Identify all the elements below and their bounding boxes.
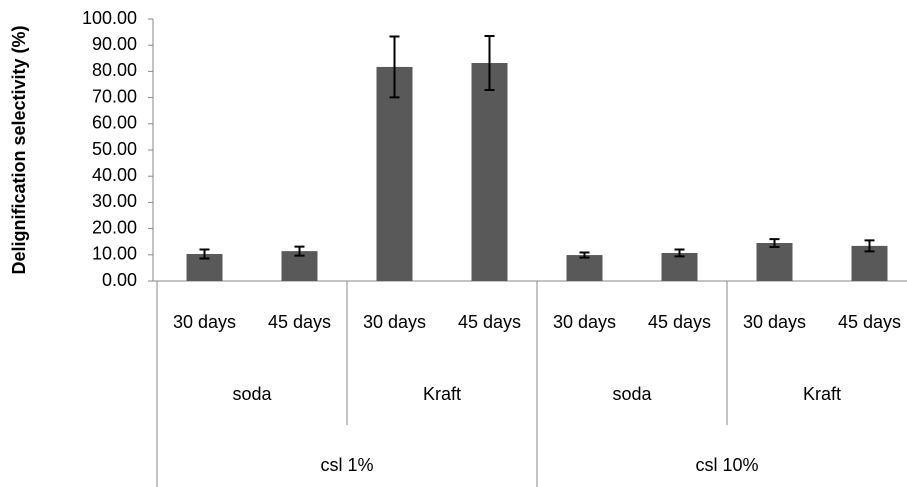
y-tick-label: 0.00 — [102, 270, 137, 290]
x-tick-label: 45 days — [838, 312, 901, 332]
y-axis-label: Delignification selectivity (%) — [9, 25, 29, 274]
y-tick-label: 50.00 — [92, 139, 137, 159]
y-tick-label: 70.00 — [92, 86, 137, 106]
x-tick-label: 30 days — [743, 312, 806, 332]
bar — [376, 66, 413, 281]
bar — [566, 255, 603, 281]
group-label: Kraft — [803, 384, 841, 404]
x-tick-label: 45 days — [648, 312, 711, 332]
error-bar — [294, 245, 305, 257]
y-tick-label: 60.00 — [92, 113, 137, 133]
x-tick-label: 45 days — [458, 312, 521, 332]
y-tick-label: 40.00 — [92, 165, 137, 185]
error-bar — [484, 35, 495, 92]
x-tick-label: 30 days — [363, 312, 426, 332]
y-tick-label: 10.00 — [92, 244, 137, 264]
x-tick-label: 30 days — [553, 312, 616, 332]
group-label: soda — [612, 384, 652, 404]
bar — [661, 252, 698, 281]
supergroup-label: csl 1% — [320, 455, 373, 475]
y-tick-label: 90.00 — [92, 34, 137, 54]
x-tick-label: 45 days — [268, 312, 331, 332]
group-label: Kraft — [423, 384, 461, 404]
error-bar — [864, 239, 875, 253]
error-bar — [199, 248, 210, 260]
error-bar — [769, 238, 780, 248]
x-tick-label: 30 days — [173, 312, 236, 332]
error-bar — [674, 248, 685, 258]
y-tick-label: 100.00 — [82, 8, 137, 28]
y-tick-label: 20.00 — [92, 217, 137, 237]
error-bar — [579, 251, 590, 259]
bar — [756, 243, 793, 281]
group-label: soda — [232, 384, 272, 404]
y-tick-label: 80.00 — [92, 60, 137, 80]
bar — [471, 63, 508, 282]
error-bar — [389, 35, 400, 99]
supergroup-label: csl 10% — [695, 455, 758, 475]
y-tick-label: 30.00 — [92, 191, 137, 211]
